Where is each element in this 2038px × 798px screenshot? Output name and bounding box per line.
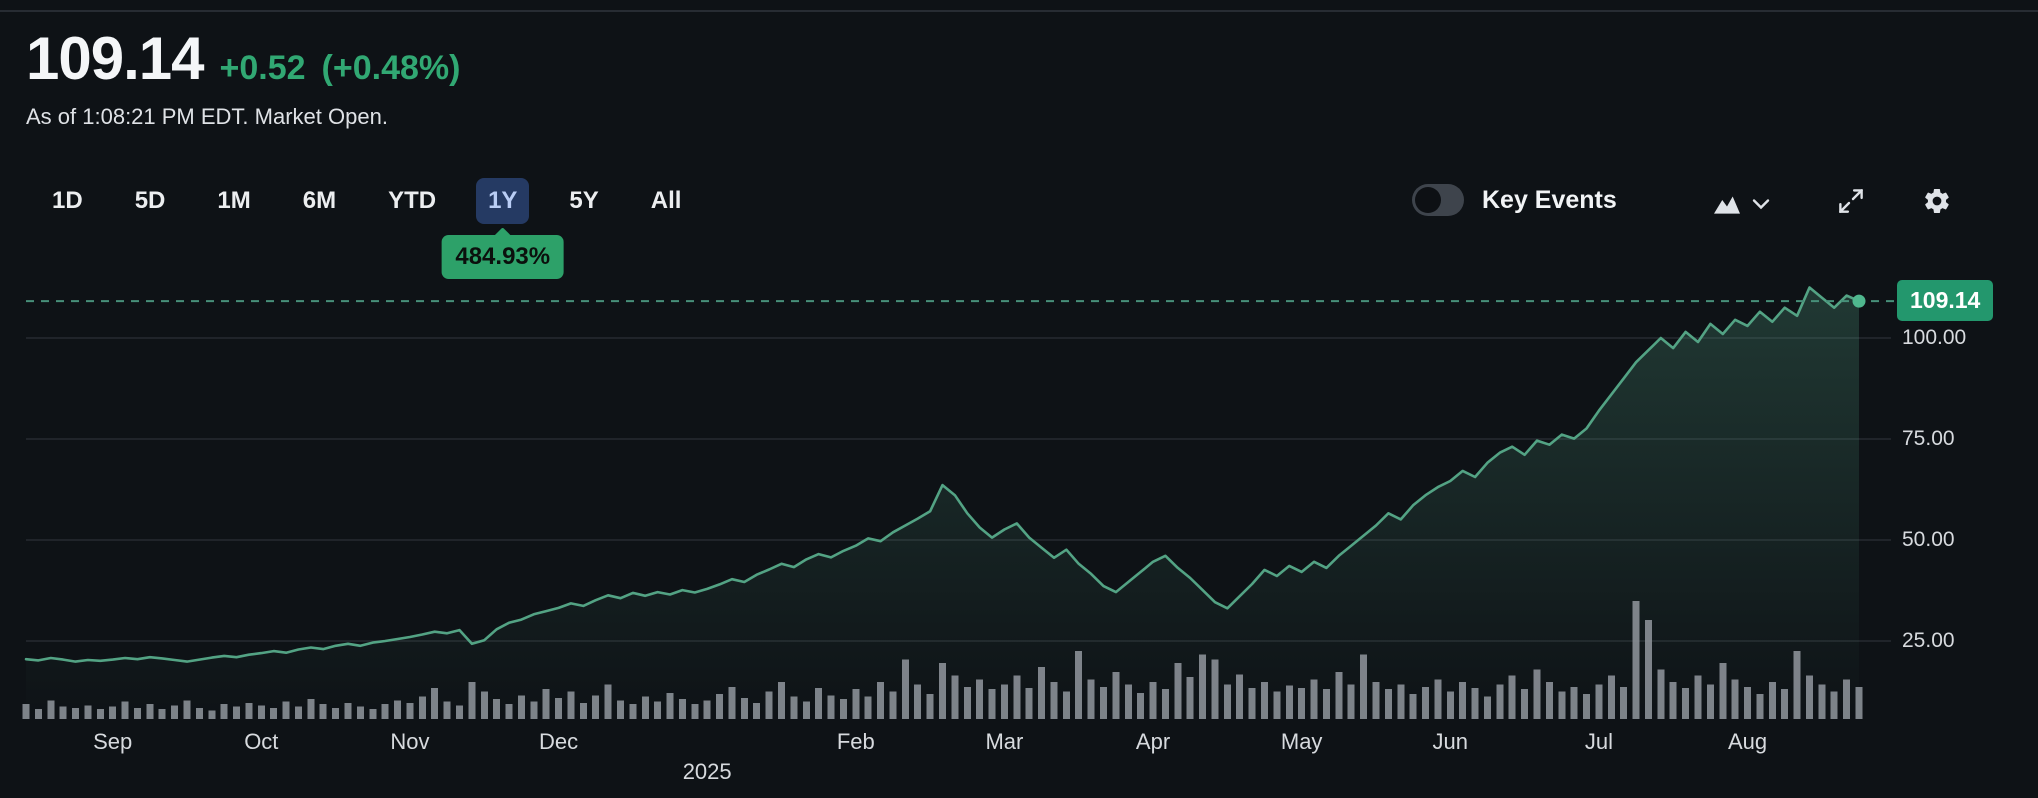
range-tab-5y[interactable]: 5Y: [569, 187, 599, 214]
x-axis-label: Nov: [390, 729, 430, 754]
x-axis-label: Mar: [985, 729, 1024, 754]
chart-type-selector[interactable]: [1712, 190, 1770, 221]
x-axis-label: Sep: [93, 729, 133, 754]
last-price-tag: 109.14: [1897, 280, 1994, 322]
range-tab-1d[interactable]: 1D: [52, 187, 83, 214]
x-axis-label: Oct: [244, 729, 279, 754]
x-axis-label: May: [1280, 729, 1323, 754]
x-axis-label: Aug: [1727, 729, 1768, 754]
price-change: +0.52: [219, 49, 306, 87]
y-axis-label: 75.00: [1902, 427, 1955, 450]
range-tab-1y-wrap: 1Y 484.93%: [441, 178, 565, 279]
fullscreen-button[interactable]: [1836, 186, 1866, 221]
price-change-percent: (+0.48%): [321, 49, 461, 87]
range-tab-all[interactable]: All: [650, 187, 682, 214]
key-events-control: Key Events: [1412, 184, 1617, 216]
expand-icon: [1836, 189, 1866, 220]
range-tab-5d[interactable]: 5D: [134, 187, 166, 214]
range-tab-6m[interactable]: 6M: [302, 187, 337, 214]
range-tab-1y[interactable]: 1Y: [476, 178, 530, 224]
as-of-timestamp: As of 1:08:21 PM EDT. Market Open.: [26, 104, 388, 129]
year-label: 2025: [682, 759, 732, 784]
range-tabs: 1D 5D 1M 6M YTD 1Y 484.93% 5Y All: [40, 178, 693, 279]
settings-button[interactable]: [1922, 186, 1952, 221]
current-price: 109.14: [26, 25, 205, 92]
y-axis-label: 100.00: [1902, 326, 1967, 349]
period-return-badge: 484.93%: [441, 235, 565, 279]
x-axis-label: Dec: [538, 729, 579, 754]
x-axis-label: Jun: [1432, 729, 1469, 754]
quote-header: 109.14 +0.52 (+0.48%): [26, 24, 460, 93]
chevron-down-icon: [1752, 197, 1770, 215]
x-axis-label: Jul: [1584, 729, 1613, 754]
y-axis-label: 50.00: [1902, 528, 1955, 551]
y-axis-label: 25.00: [1902, 629, 1955, 652]
top-divider: [0, 10, 2038, 12]
toggle-knob: [1415, 187, 1441, 213]
x-axis-label: Feb: [836, 729, 875, 754]
gear-icon: [1922, 188, 1952, 220]
range-tab-1m[interactable]: 1M: [217, 187, 251, 214]
area-chart-icon: [1712, 190, 1742, 221]
key-events-label: Key Events: [1482, 185, 1617, 214]
x-axis-label: Apr: [1135, 729, 1171, 754]
range-tab-ytd[interactable]: YTD: [388, 187, 437, 214]
key-events-toggle[interactable]: [1412, 184, 1464, 216]
